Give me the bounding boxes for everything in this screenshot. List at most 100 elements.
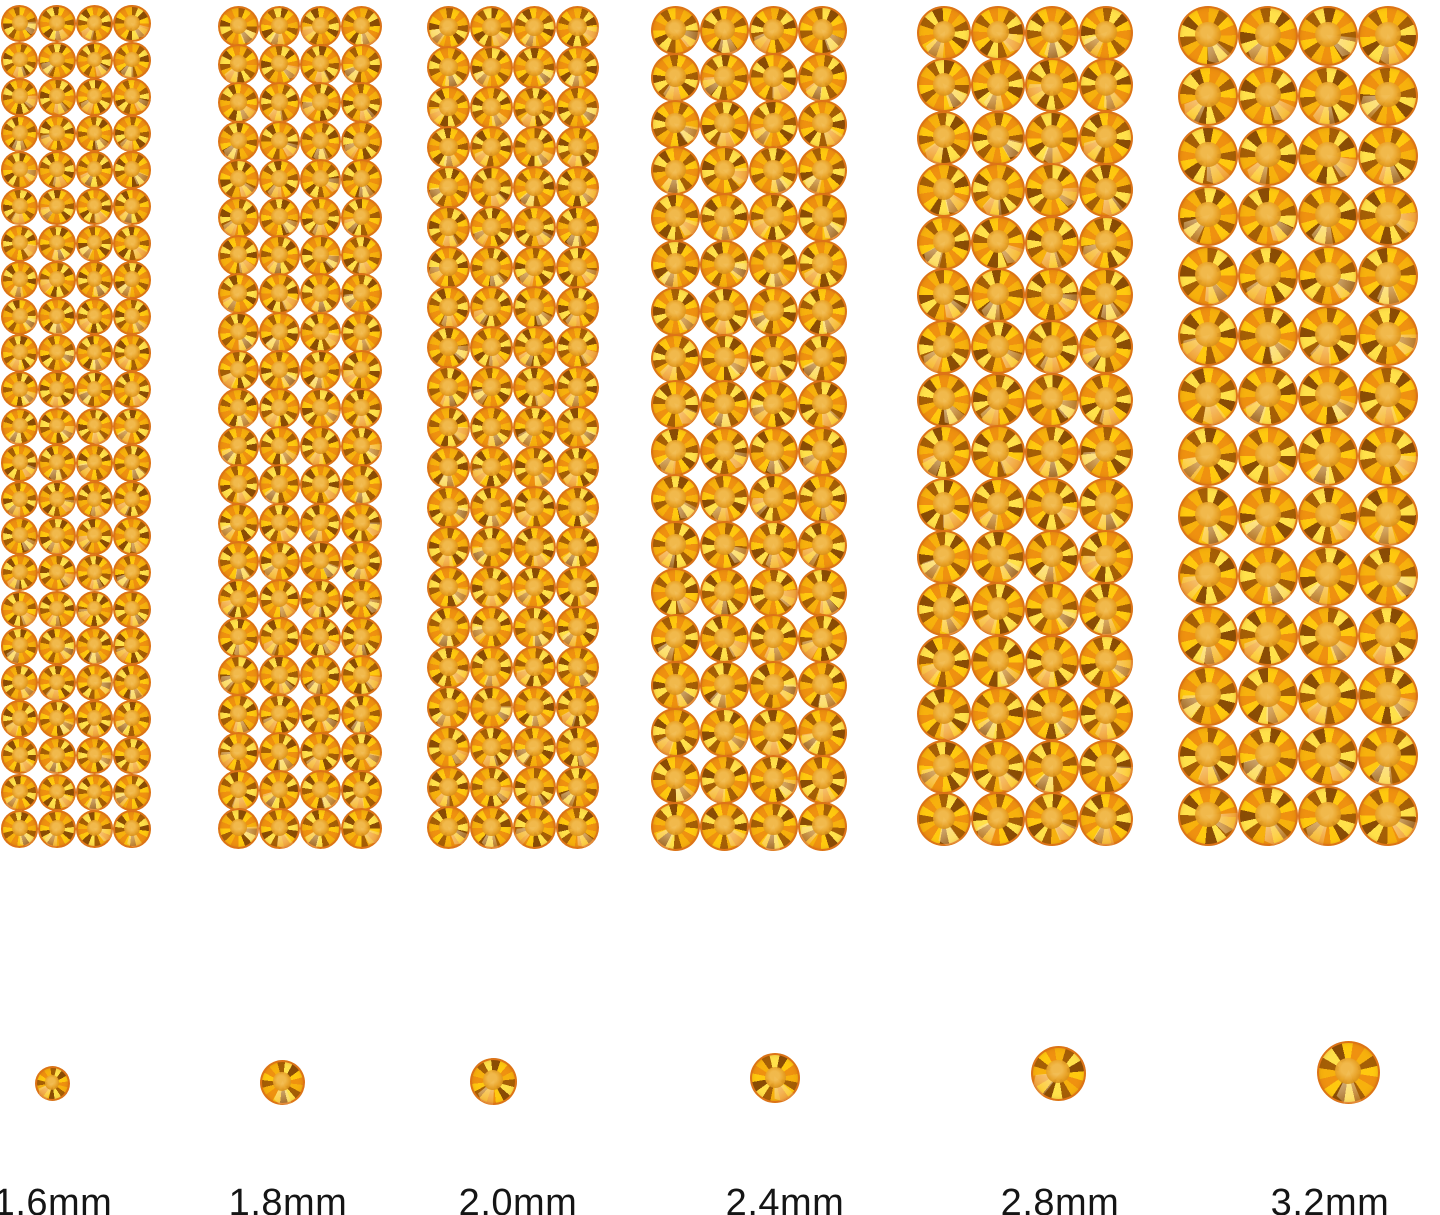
rhinestone-gem xyxy=(1079,163,1133,218)
rhinestone-gem xyxy=(38,737,76,775)
rhinestone-gem xyxy=(75,5,114,43)
rhinestone-gem xyxy=(341,540,382,582)
rhinestone-gem xyxy=(798,380,847,430)
rhinestone-gem xyxy=(971,739,1025,794)
rhinestone-gem xyxy=(75,41,114,79)
rhinestone-gem xyxy=(651,801,700,851)
rhinestone-gem xyxy=(427,366,470,409)
rhinestone-gem xyxy=(259,197,300,238)
rhinestone-gem xyxy=(1,663,39,702)
rhinestone-gem xyxy=(1,444,39,482)
rhinestone-gem xyxy=(917,739,971,794)
rhinestone-gem xyxy=(700,99,749,149)
rhinestone-gem xyxy=(749,6,798,55)
rhinestone-gem xyxy=(113,407,151,445)
rhinestone-gem xyxy=(651,380,700,430)
rhinestone-gem xyxy=(1298,246,1358,306)
rhinestone-gem xyxy=(300,349,341,391)
rhinestone-gem xyxy=(341,197,382,238)
rhinestone-gem xyxy=(470,206,513,249)
rhinestone-gem xyxy=(1,480,39,519)
rhinestone-gem xyxy=(651,240,700,289)
rhinestone-gem xyxy=(1025,739,1079,794)
rhinestone-gem xyxy=(1025,372,1079,427)
rhinestone-gem xyxy=(749,614,798,664)
rhinestone-gem xyxy=(427,606,470,649)
rhinestone-gem xyxy=(427,326,470,369)
rhinestone-gem xyxy=(470,806,513,849)
rhinestone-gem xyxy=(1025,425,1079,480)
rhinestone-gem xyxy=(38,663,76,702)
rhinestone-gem xyxy=(75,554,114,592)
rhinestone-gem xyxy=(218,655,259,697)
rhinestone-gem xyxy=(798,193,847,243)
size-label-1.8mm: 1.8mm xyxy=(228,1182,348,1215)
rhinestone-gem xyxy=(749,333,798,383)
size-label-2.8mm: 2.8mm xyxy=(1000,1182,1120,1215)
rhinestone-gem xyxy=(75,78,114,116)
rhinestone-gem xyxy=(917,58,971,113)
rhinestone-gem xyxy=(341,349,382,391)
rhinestone-gem xyxy=(513,166,556,209)
rhinestone-gem xyxy=(749,427,798,477)
rhinestone-gem xyxy=(971,372,1025,427)
rhinestone-gem xyxy=(218,693,259,735)
rhinestone-gem xyxy=(470,326,513,369)
rhinestone-gem xyxy=(218,464,259,506)
rhinestone-gem xyxy=(749,754,798,804)
rhinestone-gem xyxy=(259,158,300,200)
rhinestone-gem xyxy=(1358,786,1418,846)
rhinestone-gem xyxy=(513,126,556,169)
rhinestone-gem xyxy=(300,502,341,544)
size-label-1.6mm: 1.6mm xyxy=(0,1182,113,1215)
rhinestone-gem xyxy=(1298,546,1358,606)
rhinestone-gem xyxy=(971,58,1025,113)
rhinestone-gem xyxy=(1079,687,1133,742)
rhinestone-gem xyxy=(300,731,341,773)
rhinestone-gem xyxy=(1025,320,1079,375)
rhinestone-gem xyxy=(300,235,341,277)
rhinestone-gem xyxy=(556,366,599,409)
rhinestone-gem xyxy=(513,726,556,769)
rhinestone-gem xyxy=(113,480,151,519)
rhinestone-gem xyxy=(1,224,39,262)
rhinestone-gem xyxy=(651,286,700,336)
rhinestone-gem xyxy=(427,766,470,809)
rhinestone-gem xyxy=(1178,366,1238,426)
rhinestone-gem xyxy=(113,737,151,775)
rhinestone-gem xyxy=(300,540,341,582)
rhinestone-gem xyxy=(1079,110,1133,165)
rhinestone-gem xyxy=(1,334,39,372)
rhinestone-gem xyxy=(38,444,76,482)
rhinestone-gem xyxy=(700,474,749,523)
rhinestone-gem xyxy=(300,426,341,468)
rhinestone-gem xyxy=(1238,726,1298,786)
rhinestone-gem xyxy=(1238,366,1298,426)
rhinestone-gem xyxy=(700,333,749,383)
rhinestone-gem xyxy=(749,193,798,243)
rhinestone-gem xyxy=(259,693,300,735)
rhinestone-gem xyxy=(1,554,39,592)
rhinestone-gem xyxy=(556,526,599,569)
rhinestone-gem xyxy=(38,334,76,372)
rhinestone-gem xyxy=(470,406,513,449)
rhinestone-gem xyxy=(341,82,382,124)
rhinestone-gem xyxy=(113,517,151,555)
rhinestone-gem xyxy=(1079,58,1133,113)
rhinestone-gem xyxy=(1178,66,1238,126)
rhinestone-gem xyxy=(427,286,470,329)
rhinestone-gem xyxy=(1025,530,1079,584)
rhinestone-gem xyxy=(917,582,971,637)
rhinestone-gem xyxy=(38,188,76,226)
rhinestone-gem xyxy=(1025,163,1079,218)
rhinestone-gem xyxy=(259,1059,305,1105)
rhinestone-gem xyxy=(917,163,971,218)
rhinestone-gem xyxy=(651,708,700,757)
rhinestone-gem xyxy=(1298,126,1358,186)
rhinestone-gem xyxy=(470,246,513,289)
rhinestone-gem xyxy=(700,6,749,55)
rhinestone-gem xyxy=(513,286,556,329)
rhinestone-gem xyxy=(1358,306,1418,366)
rhinestone-gem xyxy=(38,810,76,848)
rhinestone-gem xyxy=(1,188,39,226)
